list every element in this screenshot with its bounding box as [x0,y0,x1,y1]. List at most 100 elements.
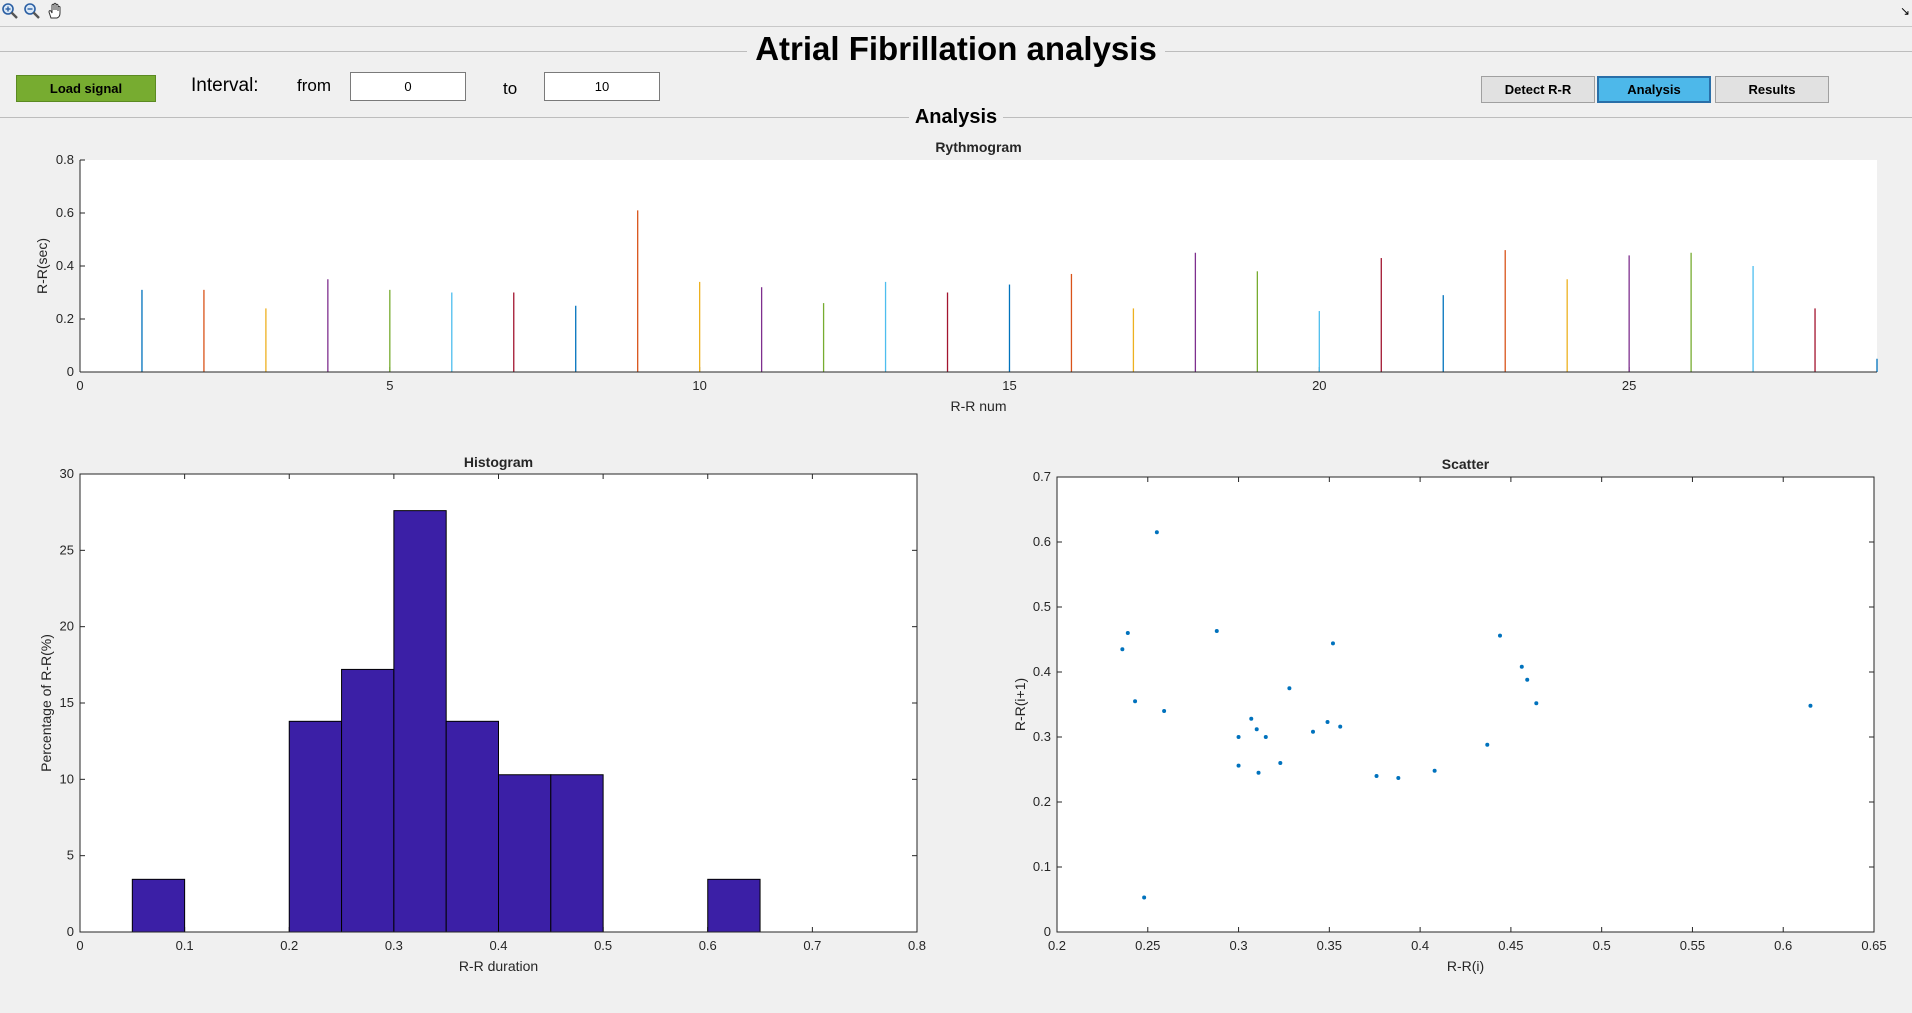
scatter-point [1534,701,1539,706]
load-signal-button[interactable]: Load signal [16,75,156,102]
scatter-plot-area [1057,477,1874,932]
scatter-ytick-label: 0.5 [1033,599,1051,614]
scatter-point [1287,686,1292,691]
scatter-point [1142,895,1147,900]
scatter-point [1120,647,1125,652]
scatter-ylabel: R-R(i+1) [1012,678,1028,731]
pan-hand-icon[interactable] [45,1,69,23]
app-title: Atrial Fibrillation analysis [0,30,1912,68]
scatter-ytick-label: 0.6 [1033,534,1051,549]
scatter-xtick-label: 0.55 [1680,938,1705,953]
rythmogram-ytick-label: 0 [67,364,74,379]
scatter-ytick-label: 0.4 [1033,664,1051,679]
rythmogram-xtick-label: 10 [692,378,706,393]
rythmogram-ytick-label: 0.4 [56,258,74,273]
scatter-point [1374,774,1379,778]
rythmogram-title: Rythmogram [935,139,1021,155]
results-button[interactable]: Results [1715,76,1829,103]
histogram-xtick-label: 0.2 [280,938,298,953]
figure-toolbar: ↘ [0,0,1912,27]
histogram-ytick-label: 15 [60,695,74,710]
rythmogram-xtick-label: 15 [1002,378,1016,393]
histogram-xtick-label: 0 [76,938,83,953]
rythmogram-ylabel: R-R(sec) [34,238,50,294]
scatter-point [1330,641,1335,646]
histogram-ylabel: Percentage of R-R(%) [38,634,54,772]
scatter-xtick-label: 0.65 [1861,938,1886,953]
histogram-ytick-label: 10 [60,771,74,786]
scatter-point [1236,763,1241,768]
histogram-xtick-label: 0.8 [908,938,926,953]
histogram-xtick-label: 0.1 [176,938,194,953]
scatter-point [1497,633,1502,638]
scatter-point [1278,761,1283,765]
histogram-bar [288,720,343,933]
scatter-point [1808,703,1813,708]
histogram-title: Histogram [464,454,533,470]
scatter-point [1525,677,1530,682]
scatter-xlabel: R-R(i) [1447,958,1484,974]
scatter-xtick-label: 0.6 [1774,938,1792,953]
scatter-xtick-label: 0.4 [1411,938,1429,953]
from-label: from [297,76,331,95]
scatter-title: Scatter [1442,456,1490,472]
scatter-point [1338,724,1343,729]
scatter-point [1396,775,1401,780]
histogram-xlabel: R-R duration [459,958,538,974]
scatter-point [1154,530,1159,535]
histogram-bar [498,774,552,933]
histogram-bar [550,774,604,933]
scatter-axes-box [1056,476,1875,933]
scatter-point [1236,735,1241,739]
analysis-button[interactable]: Analysis [1597,76,1711,103]
rythmogram-xtick-label: 0 [76,378,83,393]
zoom-in-icon[interactable] [0,1,24,23]
rythmogram-ytick-label: 0.2 [56,311,74,326]
interval-to-input[interactable] [544,72,660,101]
histogram-bar [131,878,186,933]
rythmogram-ytick-label: 0.6 [56,205,74,220]
scatter-point [1162,709,1167,713]
scatter-point [1256,770,1261,775]
to-label: to [503,79,518,98]
histogram-ytick-label: 0 [67,924,74,939]
rythmogram-xtick-label: 20 [1312,378,1326,393]
scatter-point [1485,742,1490,747]
interval-from-input[interactable] [350,72,466,101]
rythmogram-xlabel: R-R num [950,398,1006,414]
scatter-point [1325,720,1330,725]
dock-arrow-icon[interactable]: ↘ [1899,4,1910,18]
rythmogram-plot-area [80,160,1877,372]
histogram-xtick-label: 0.3 [385,938,403,953]
histogram-xtick-label: 0.5 [594,938,612,953]
histogram-ytick-label: 5 [67,848,74,863]
scatter-ytick-label: 0.1 [1033,859,1051,874]
scatter-xtick-label: 0.3 [1230,938,1248,953]
histogram-ytick-label: 25 [60,542,74,557]
scatter-point [1249,716,1254,721]
scatter-xtick-label: 0.5 [1593,938,1611,953]
histogram-ytick-label: 20 [60,619,74,634]
panel-title: Analysis [0,106,1912,129]
scatter-ytick-label: 0.2 [1033,794,1051,809]
scatter-ytick-label: 0.3 [1033,729,1051,744]
scatter-point [1133,699,1138,704]
scatter-point [1125,631,1130,635]
rythmogram-xtick-label: 25 [1622,378,1636,393]
rythmogram-ytick-label: 0.8 [56,152,74,167]
histogram-bar [393,510,447,933]
scatter-point [1519,664,1524,669]
histogram-axes-box [79,473,918,933]
scatter-xtick-label: 0.35 [1317,938,1342,953]
scatter-point [1263,735,1268,739]
histogram-bar [445,720,499,933]
histogram-xtick-label: 0.6 [699,938,717,953]
scatter-point [1432,768,1437,773]
scatter-ytick-label: 0 [1044,924,1051,939]
scatter-ytick-label: 0.7 [1033,469,1051,484]
zoom-out-icon[interactable] [22,1,46,23]
detect-rr-button[interactable]: Detect R-R [1481,76,1595,103]
scatter-point [1254,727,1259,732]
histogram-ytick-label: 30 [60,466,74,481]
